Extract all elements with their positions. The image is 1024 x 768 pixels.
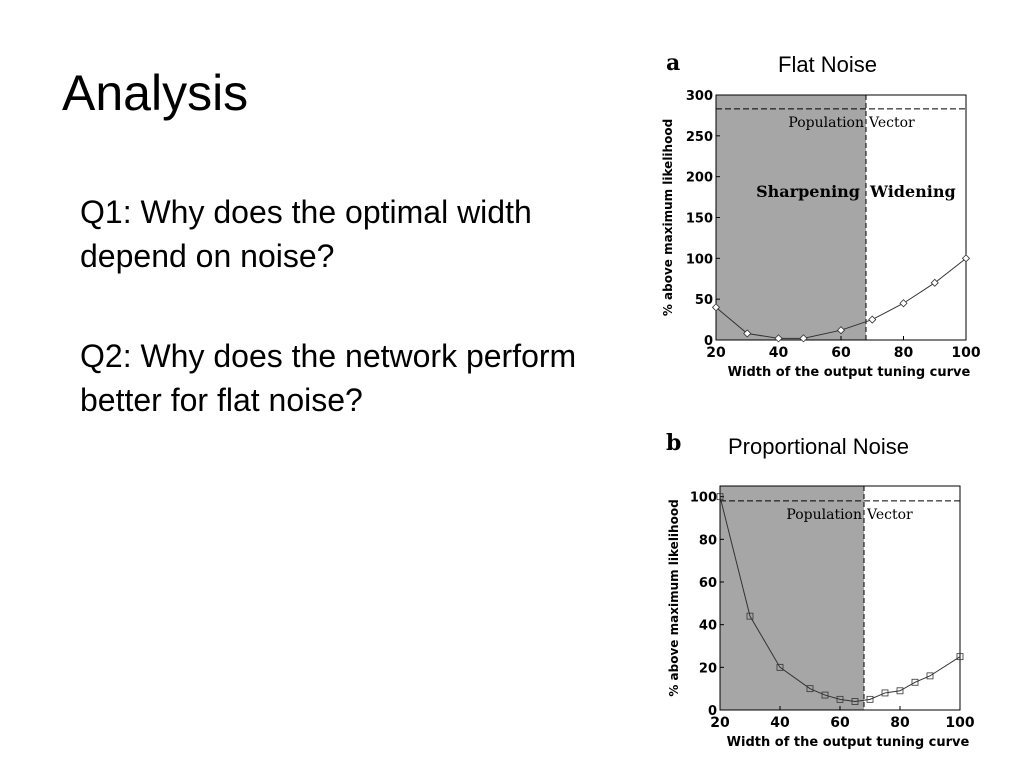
chart-b-data-point bbox=[956, 653, 964, 661]
chart-a-ytick-label: 100 bbox=[686, 252, 713, 267]
chart-a-xtick-label: 100 bbox=[951, 345, 980, 361]
chart-b-ytick-label: 60 bbox=[699, 576, 717, 591]
chart-b-xtick-label: 100 bbox=[945, 715, 974, 731]
chart-a-ytick-label: 150 bbox=[686, 212, 713, 227]
chart-b-ytick-label: 40 bbox=[699, 619, 717, 634]
panel-letter-b: b bbox=[666, 430, 682, 456]
panel-letter-a: a bbox=[666, 50, 681, 76]
chart-b-data-point bbox=[776, 663, 784, 671]
chart-b-xtick-label: 80 bbox=[890, 715, 910, 731]
chart-a-xtick-label: 40 bbox=[769, 345, 789, 361]
chart-flat-noise: Population Vector Sharpening Widening 0 50 100… bbox=[661, 89, 981, 380]
chart-a-region-label-left: Sharpening bbox=[756, 182, 860, 201]
chart-b-data-point bbox=[896, 687, 904, 695]
chart-a-data-point bbox=[930, 278, 939, 287]
chart-a-data-point bbox=[899, 299, 908, 308]
chart-a-data-point bbox=[961, 254, 971, 263]
chart-b-ytick-label: 20 bbox=[699, 661, 717, 676]
chart-b-ytick-label: 100 bbox=[690, 491, 717, 506]
chart-a-y-axis-label: % above maximum likelihood bbox=[661, 119, 675, 316]
chart-a-data-point bbox=[743, 329, 752, 338]
chart-a-xtick-label: 20 bbox=[706, 345, 726, 361]
chart-b-data-point bbox=[836, 695, 844, 703]
chart-b-x-axis-label: Width of the output tuning curve bbox=[727, 735, 970, 750]
chart-a-data-point bbox=[774, 334, 783, 343]
chart-a-ytick-label: 50 bbox=[695, 293, 713, 308]
figure-caption-a: Flat Noise bbox=[778, 52, 878, 77]
question-2: Q2: Why does the network perform better … bbox=[80, 338, 577, 418]
chart-b-xtick-label: 60 bbox=[830, 715, 850, 731]
chart-b-ytick-label: 80 bbox=[699, 533, 717, 548]
chart-b-reference-label-right: Vector bbox=[866, 507, 913, 523]
chart-a-ytick-label: 200 bbox=[686, 171, 713, 186]
chart-b-data-point bbox=[806, 685, 814, 693]
chart-a-x-axis-label: Width of the output tuning curve bbox=[728, 365, 971, 380]
chart-b-y-axis-label: % above maximum likelihood bbox=[667, 499, 681, 696]
chart-a-data-point bbox=[799, 334, 808, 343]
figure-caption-b: Proportional Noise bbox=[728, 434, 909, 459]
chart-a-data-point bbox=[836, 326, 846, 335]
chart-a-data-point bbox=[711, 303, 721, 312]
chart-a-region-label-right: Widening bbox=[869, 182, 956, 201]
chart-a-reference-label-right: Vector bbox=[868, 115, 915, 131]
chart-b-data-point bbox=[926, 672, 934, 680]
chart-a-xtick-label: 60 bbox=[831, 345, 851, 361]
chart-b-data-point bbox=[821, 691, 829, 699]
chart-a-shaded-region bbox=[716, 95, 866, 340]
chart-a-ytick-label: 0 bbox=[704, 334, 713, 349]
chart-b-data-point bbox=[716, 493, 724, 501]
chart-a-reference-label-left: Population bbox=[788, 115, 864, 131]
chart-b-series-line bbox=[719, 496, 961, 702]
chart-a-data-point bbox=[868, 315, 877, 324]
chart-a-ytick-label: 300 bbox=[686, 89, 713, 104]
chart-b-data-point bbox=[746, 612, 754, 620]
chart-a-xtick-label: 80 bbox=[894, 345, 914, 361]
chart-b-xtick-label: 20 bbox=[710, 715, 730, 731]
chart-b-data-point bbox=[881, 689, 889, 697]
slide-title: Analysis bbox=[62, 65, 249, 121]
chart-b-shaded-region bbox=[720, 486, 864, 710]
chart-b-data-point bbox=[851, 698, 859, 705]
chart-b-data-point bbox=[911, 678, 919, 686]
chart-b-xtick-label: 40 bbox=[770, 715, 790, 731]
chart-b-data-point bbox=[866, 695, 874, 703]
chart-a-ytick-label: 250 bbox=[686, 130, 713, 145]
question-1: Q1: Why does the optimal width depend on… bbox=[80, 194, 532, 274]
chart-b-reference-label-left: Population bbox=[786, 507, 862, 523]
chart-b-ytick-label: 0 bbox=[708, 704, 717, 719]
